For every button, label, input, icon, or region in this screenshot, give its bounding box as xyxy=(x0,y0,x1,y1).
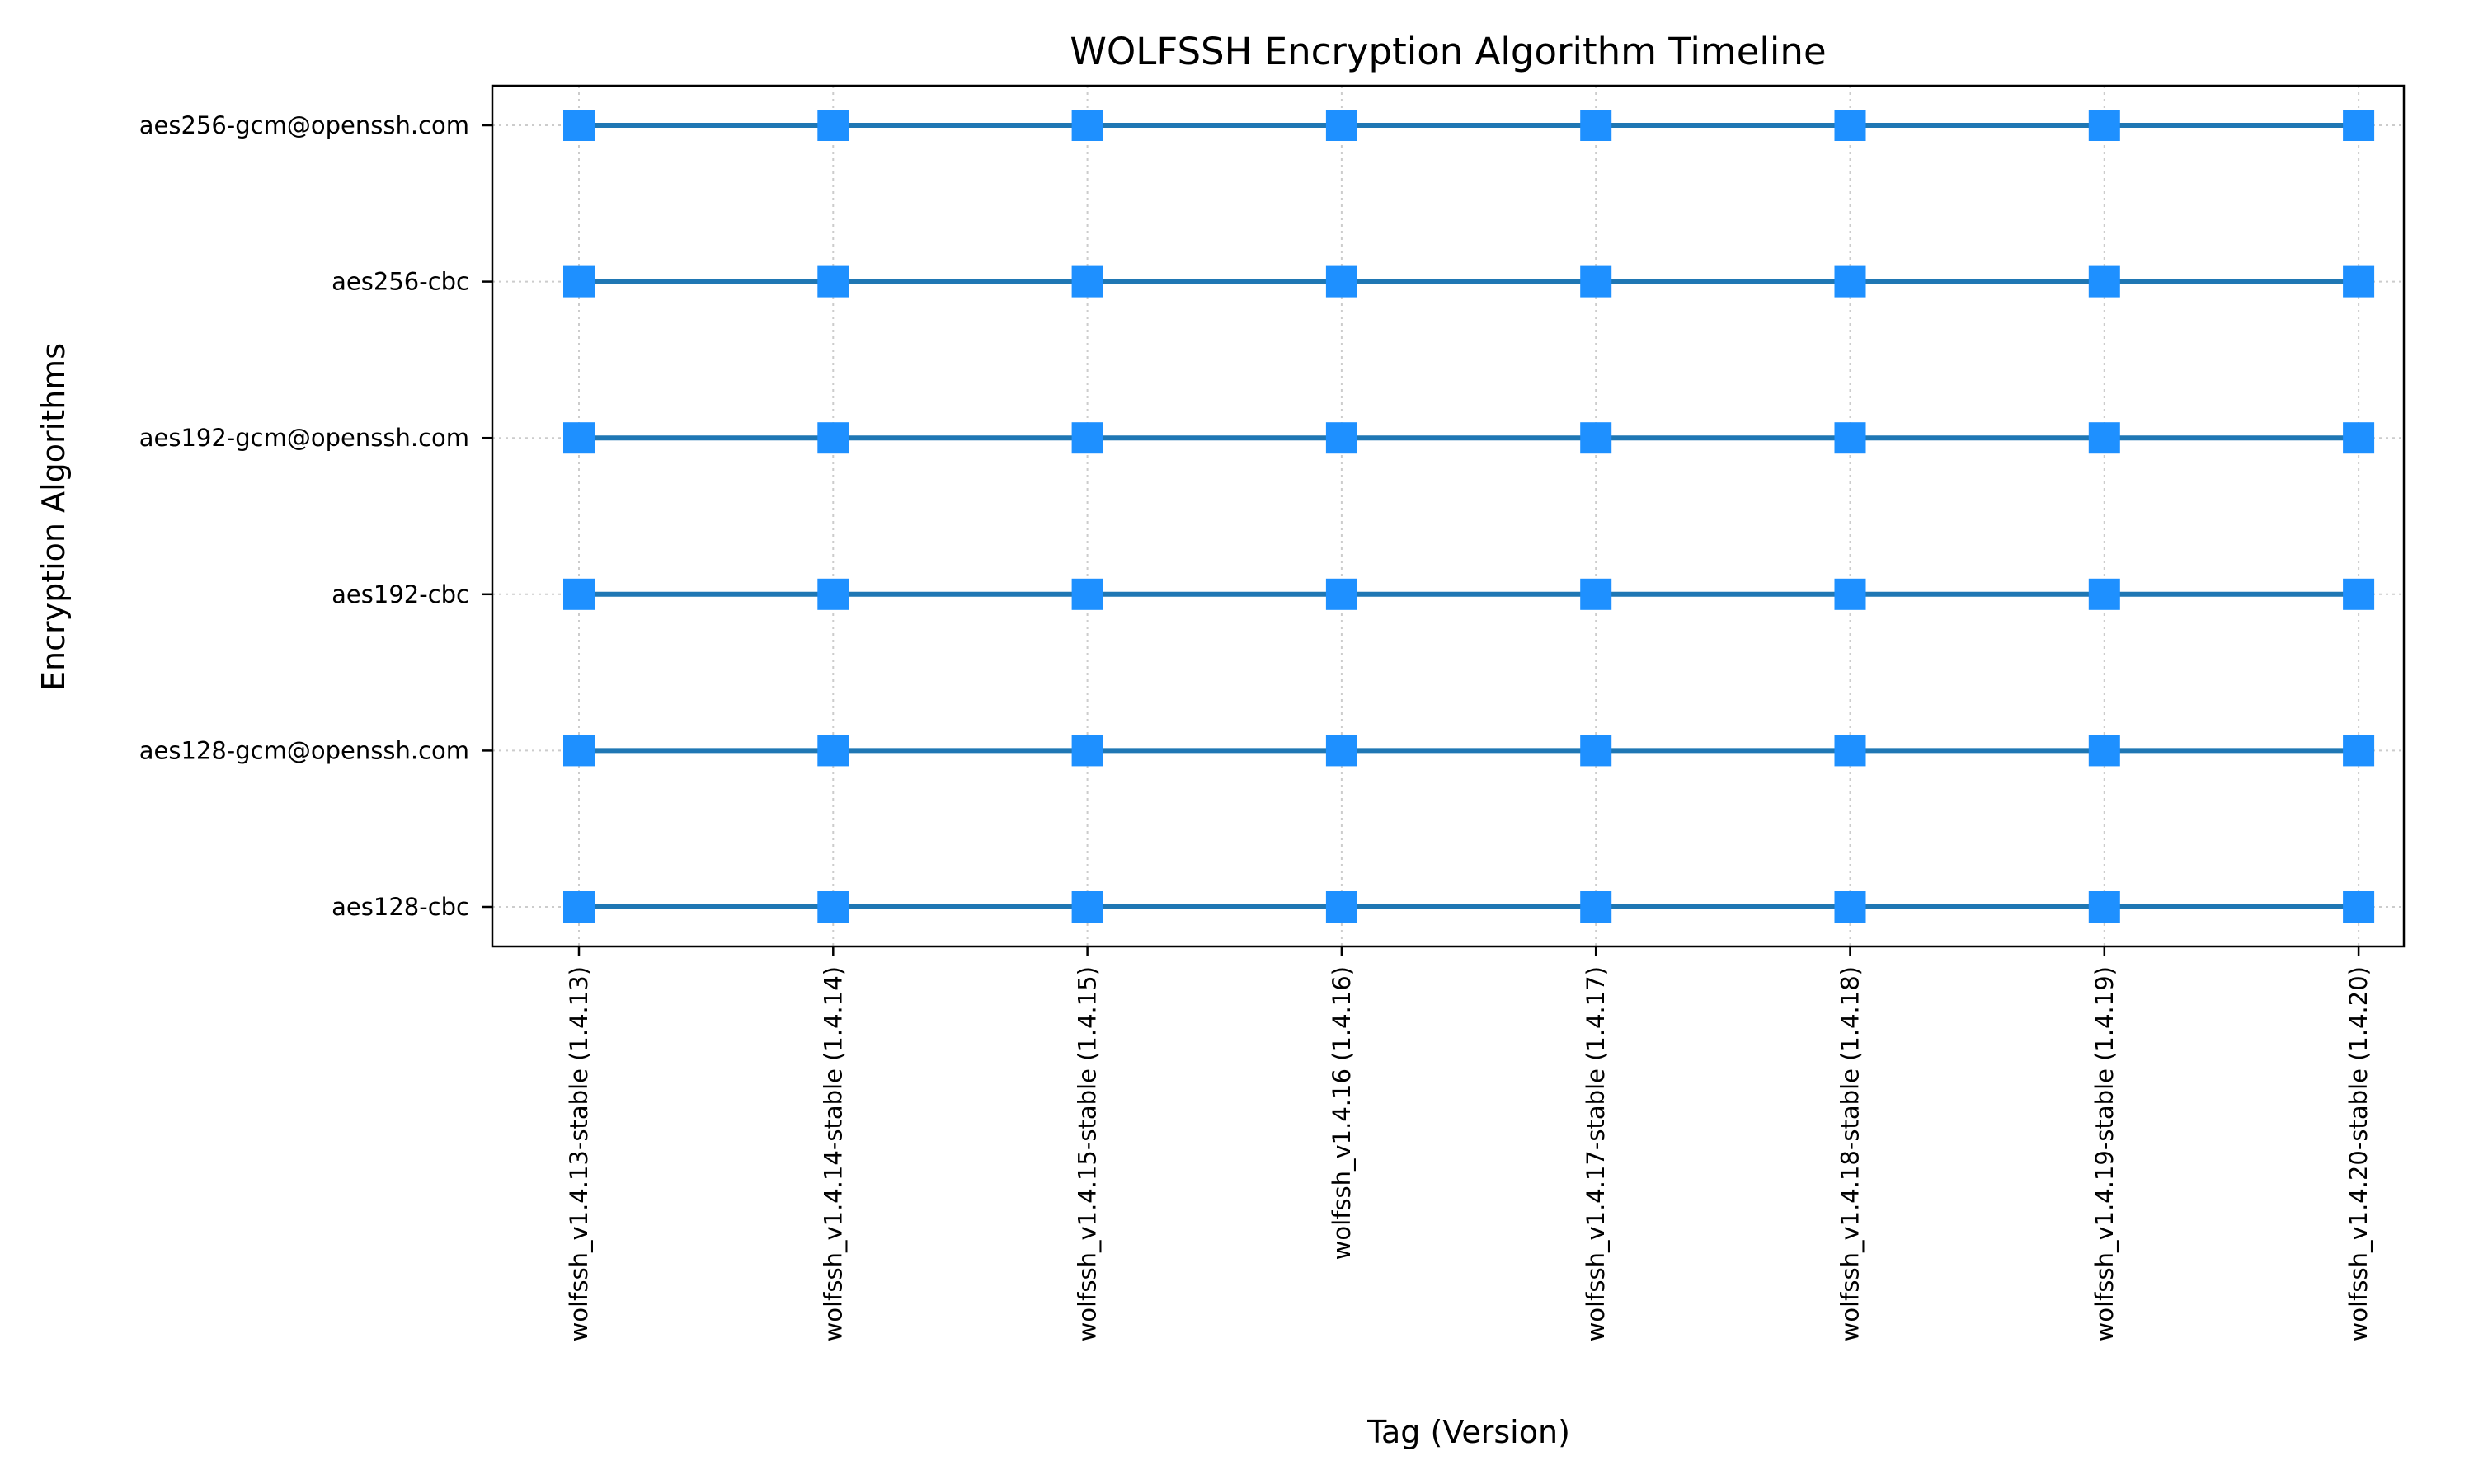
series-aes192-gcm@openssh.com xyxy=(563,422,2375,454)
data-point-marker xyxy=(817,265,849,298)
data-point-marker xyxy=(817,110,849,141)
x-axis-label: Tag (Version) xyxy=(1366,1414,1570,1450)
data-point-marker xyxy=(1071,422,1103,454)
data-point-marker xyxy=(2343,578,2375,610)
data-point-marker xyxy=(2088,735,2120,767)
data-point-marker xyxy=(1071,578,1103,610)
y-tick-label: aes192-cbc xyxy=(332,580,469,608)
x-tick-label: wolfssh_v1.4.15-stable (1.4.15) xyxy=(1074,966,1102,1341)
data-point-marker xyxy=(817,422,849,454)
y-axis-label: Encryption Algorithms xyxy=(35,343,72,691)
data-point-marker xyxy=(2088,265,2120,298)
series-aes128-cbc xyxy=(563,891,2375,923)
data-point-marker xyxy=(817,578,849,610)
data-point-marker xyxy=(2343,891,2375,923)
data-point-marker xyxy=(563,265,595,298)
data-point-marker xyxy=(563,110,595,141)
data-point-marker xyxy=(1834,578,1866,610)
data-point-marker xyxy=(817,891,849,923)
x-tick-label: wolfssh_v1.4.16 (1.4.16) xyxy=(1328,966,1356,1260)
data-point-marker xyxy=(1834,422,1866,454)
x-tick-label: wolfssh_v1.4.13-stable (1.4.13) xyxy=(565,966,593,1341)
x-tick-label: wolfssh_v1.4.20-stable (1.4.20) xyxy=(2345,966,2373,1341)
data-point-marker xyxy=(1325,265,1357,298)
data-point-marker xyxy=(1580,578,1612,610)
chart-title: WOLFSSH Encryption Algorithm Timeline xyxy=(1070,30,1826,73)
data-point-marker xyxy=(1325,578,1357,610)
data-point-marker xyxy=(2088,110,2120,141)
data-point-marker xyxy=(2343,735,2375,767)
data-point-marker xyxy=(1580,891,1612,923)
data-point-marker xyxy=(1580,735,1612,767)
data-point-marker xyxy=(817,735,849,767)
x-axis: wolfssh_v1.4.13-stable (1.4.13) wolfssh_v… xyxy=(565,946,2373,1341)
data-point-marker xyxy=(563,422,595,454)
x-tick-label: wolfssh_v1.4.17-stable (1.4.17) xyxy=(1582,966,1610,1341)
series-aes128-gcm@openssh.com xyxy=(563,735,2375,767)
data-point-marker xyxy=(563,578,595,610)
data-point-marker xyxy=(2343,265,2375,298)
y-tick-label: aes256-cbc xyxy=(332,268,469,296)
data-point-marker xyxy=(2088,422,2120,454)
data-point-marker xyxy=(2088,578,2120,610)
series-aes256-gcm@openssh.com xyxy=(563,110,2375,141)
data-point-marker xyxy=(1580,265,1612,298)
data-point-marker xyxy=(1325,422,1357,454)
data-point-marker xyxy=(1325,891,1357,923)
data-point-marker xyxy=(563,735,595,767)
series-aes256-cbc xyxy=(563,265,2375,298)
data-point-marker xyxy=(1834,110,1866,141)
data-point-marker xyxy=(1834,735,1866,767)
x-tick-label: wolfssh_v1.4.19-stable (1.4.19) xyxy=(2091,966,2119,1341)
plot-frame xyxy=(491,84,2406,948)
y-tick-label: aes192-gcm@openssh.com xyxy=(139,424,469,452)
x-tick-label: wolfssh_v1.4.18-stable (1.4.18) xyxy=(1837,966,1865,1341)
data-point-marker xyxy=(1325,110,1357,141)
y-tick-label: aes256-gcm@openssh.com xyxy=(139,111,469,139)
y-axis: aes128-cbc aes128-gcm@openssh.com aes192-c… xyxy=(139,111,492,921)
data-point-marker xyxy=(1071,891,1103,923)
data-point-marker xyxy=(2343,110,2375,141)
y-tick-label: aes128-gcm@openssh.com xyxy=(139,736,469,764)
data-point-marker xyxy=(563,891,595,923)
data-point-marker xyxy=(1834,265,1866,298)
data-point-marker xyxy=(1071,735,1103,767)
series-aes192-cbc xyxy=(563,578,2375,610)
data-point-marker xyxy=(1325,735,1357,767)
x-tick-label: wolfssh_v1.4.14-stable (1.4.14) xyxy=(819,966,847,1341)
series-group xyxy=(563,110,2375,923)
data-point-marker xyxy=(1834,891,1866,923)
y-tick-label: aes128-cbc xyxy=(332,893,469,921)
data-point-marker xyxy=(2343,422,2375,454)
data-point-marker xyxy=(1580,422,1612,454)
data-point-marker xyxy=(1071,265,1103,298)
data-point-marker xyxy=(1071,110,1103,141)
data-point-marker xyxy=(1580,110,1612,141)
data-point-marker xyxy=(2088,891,2120,923)
